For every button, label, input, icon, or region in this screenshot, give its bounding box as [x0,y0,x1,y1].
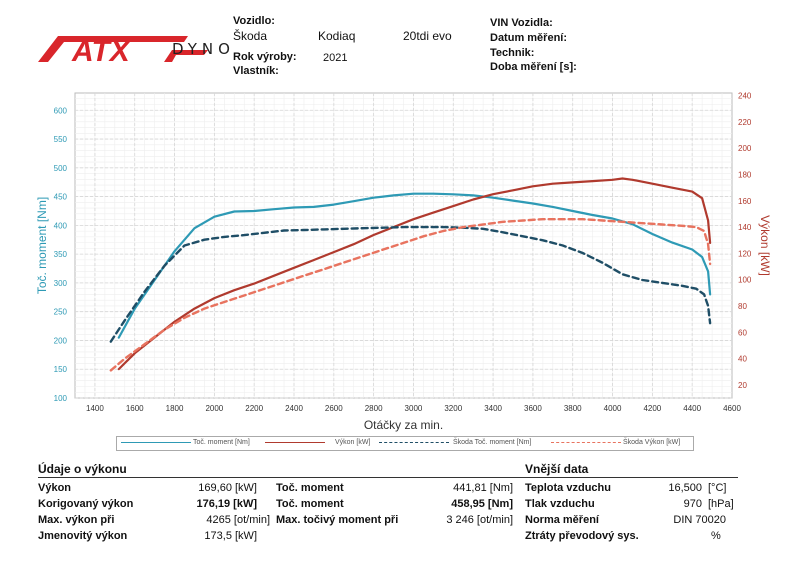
logo-brand-text: ATX [71,35,132,68]
atx-logo-graphic: ATX [38,35,208,68]
x-tick-label: 4200 [643,404,661,413]
y-right-tick-label: 220 [738,118,752,127]
dyno-chart: 1400 1600 1800 2000 2200 2400 2600 2800 3000 3200… [35,92,772,432]
result-label: Max. výkon při [38,514,115,526]
y-right-tick-label: 40 [738,355,747,364]
external-label: Tlak vzduchu [525,498,595,510]
x-tick-label: 3400 [484,404,502,413]
x-tick-label: 4600 [723,404,741,413]
x-tick-label: 1600 [126,404,144,413]
result-label: Toč. moment [276,482,344,494]
result-value: 441,81 [Nm] [453,482,513,494]
results-divider [38,477,738,478]
technik-label: Technik: [490,47,535,59]
external-value: 16,500 [668,482,702,494]
x-tick-label: 4000 [604,404,622,413]
legend-swatch-power-stock [551,442,621,443]
y-left-tick-label: 250 [54,308,68,317]
series-torque-stock [109,225,712,343]
y-right-tick-label: 80 [738,302,747,311]
x-tick-label: 4400 [683,404,701,413]
result-label: Jmenovitý výkon [38,530,128,542]
legend-swatch-power-tuned [265,442,325,443]
y-left-tick-label: 400 [54,221,68,230]
chart-legend: Toč. moment [Nm] Výkon [kW] Škoda Toč. m… [116,436,694,451]
y-right-tick-label: 180 [738,171,752,180]
y-right-tick-label: 60 [738,328,747,337]
external-unit: [hPa] [708,498,734,510]
external-value: 970 [683,498,702,510]
x-tick-label: 3600 [524,404,542,413]
y-left-tick-label: 350 [54,250,68,259]
doba-label: Doba měření [s]: [490,61,577,73]
result-label: Toč. moment [276,498,344,510]
legend-swatch-torque-tuned [121,442,191,443]
x-tick-label: 2400 [285,404,303,413]
legend-power-tuned: Výkon [kW] [335,439,371,446]
legend-torque-tuned: Toč. moment [Nm] [193,439,250,446]
external-title: Vnější data [525,462,589,476]
y-right-tick-label: 120 [738,249,752,258]
x-tick-label: 1800 [166,404,184,413]
external-label: Teplota vzduchu [525,482,611,494]
y-left-tick-label: 600 [54,106,68,115]
result-value: 3 246 [ot/min] [446,514,513,526]
rok-label: Rok výroby: [233,51,297,63]
y-right-tick-label: 240 [738,92,752,101]
y-right-axis-label: Výkon [kW] [758,215,772,276]
series-power-tuned [117,177,712,371]
y-right-tick-label: 200 [738,144,752,153]
x-tick-label: 3800 [564,404,582,413]
y-left-tick-label: 150 [54,365,68,374]
y-left-tick-label: 550 [54,135,68,144]
y-right-tick-label: 160 [738,197,752,206]
series-power-stock [109,217,712,372]
result-label: Výkon [38,482,72,494]
x-tick-label: 2600 [325,404,343,413]
vin-label: VIN Vozidla: [490,17,553,29]
external-label: Ztráty převodový sys. [525,530,639,542]
logo-dyno-text: DYNO [172,40,235,58]
y-left-tick-label: 450 [54,193,68,202]
result-value: 169,60 [kW] [198,482,257,494]
y-left-axis-label: Toč. moment [Nm] [35,197,49,294]
vehicle-make: Škoda [233,29,268,43]
rok-value: 2021 [323,52,348,64]
result-value: 176,19 [kW] [196,498,257,510]
external-label: Norma měření [525,514,599,526]
result-value: 173,5 [kW] [204,530,257,542]
results-title: Údaje o výkonu [38,462,127,476]
vlastnik-label: Vlastník: [233,65,279,77]
x-tick-label: 3200 [444,404,462,413]
vozidlo-label: Vozidlo: [233,15,275,27]
x-tick-label: 2000 [205,404,223,413]
x-tick-label: 3000 [405,404,423,413]
x-tick-label: 2800 [365,404,383,413]
result-value: 4265 [ot/min] [206,514,270,526]
series-torque-tuned [117,192,712,339]
legend-swatch-torque-stock [379,442,449,443]
y-left-tick-label: 100 [54,394,68,403]
x-tick-label: 2200 [245,404,263,413]
external-unit: % [711,530,721,542]
result-value: 458,95 [Nm] [451,498,513,510]
atx-logo: ATX [38,28,238,68]
result-label: Max. točivý moment při [276,514,399,526]
x-axis-label: Otáčky za min. [364,418,443,432]
y-right-tick-label: 20 [738,381,747,390]
y-left-tick-label: 500 [54,164,68,173]
y-left-tick-label: 200 [54,336,68,345]
external-value: DIN 70020 [673,514,726,526]
external-unit: [°C] [708,482,727,494]
datum-label: Datum měření: [490,32,568,44]
result-label: Korigovaný výkon [38,498,134,510]
y-left-tick-label: 300 [54,279,68,288]
legend-torque-stock: Škoda Toč. moment [Nm] [453,439,532,446]
legend-power-stock: Škoda Výkon [kW] [623,439,681,446]
x-tick-label: 1400 [86,404,104,413]
y-right-tick-label: 100 [738,276,752,285]
vehicle-engine: 20tdi evo [403,29,452,43]
vehicle-model: Kodiaq [318,29,356,43]
y-right-tick-label: 140 [738,223,752,232]
